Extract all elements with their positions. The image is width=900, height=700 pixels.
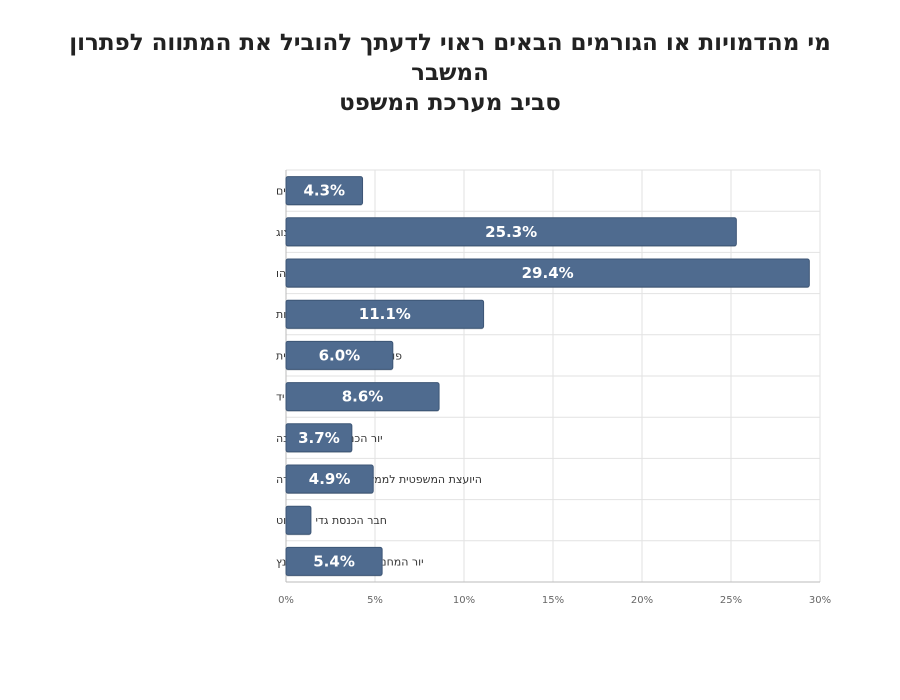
data-label: 4.9% (309, 470, 351, 488)
bar (285, 382, 440, 412)
data-label: 11.1% (359, 305, 411, 323)
x-tick-label: 15% (542, 595, 564, 606)
chart-title-line-1: מי מהדמויות או הגורמים הבאים ראוי לדעתך … (69, 30, 831, 86)
data-label: 25.3% (485, 223, 537, 241)
bar (285, 258, 810, 288)
bar (285, 464, 374, 494)
bar (285, 423, 353, 453)
x-tick-label: 10% (453, 595, 475, 606)
chart-title-line-2: סביב מערכת המשפט (339, 90, 561, 116)
bar (285, 217, 737, 247)
bar (285, 505, 312, 535)
data-label: 4.3% (303, 182, 345, 200)
data-label: 29.4% (522, 264, 574, 282)
x-tick-label: 0% (278, 595, 294, 606)
x-tick-label: 5% (367, 595, 383, 606)
x-tick-label: 25% (720, 595, 742, 606)
x-tick-label: 30% (809, 595, 831, 606)
data-label: 5.4% (313, 552, 355, 570)
bar (285, 299, 485, 329)
x-tick-label: 20% (631, 595, 653, 606)
data-label: 3.7% (298, 429, 340, 447)
data-label: 8.6% (342, 388, 384, 406)
chart-title: מי מהדמויות או הגורמים הבאים ראוי לדעתך … (40, 28, 860, 118)
bar (285, 340, 394, 370)
bar (285, 176, 364, 206)
bar (285, 546, 383, 576)
data-label: 6.0% (319, 346, 361, 364)
